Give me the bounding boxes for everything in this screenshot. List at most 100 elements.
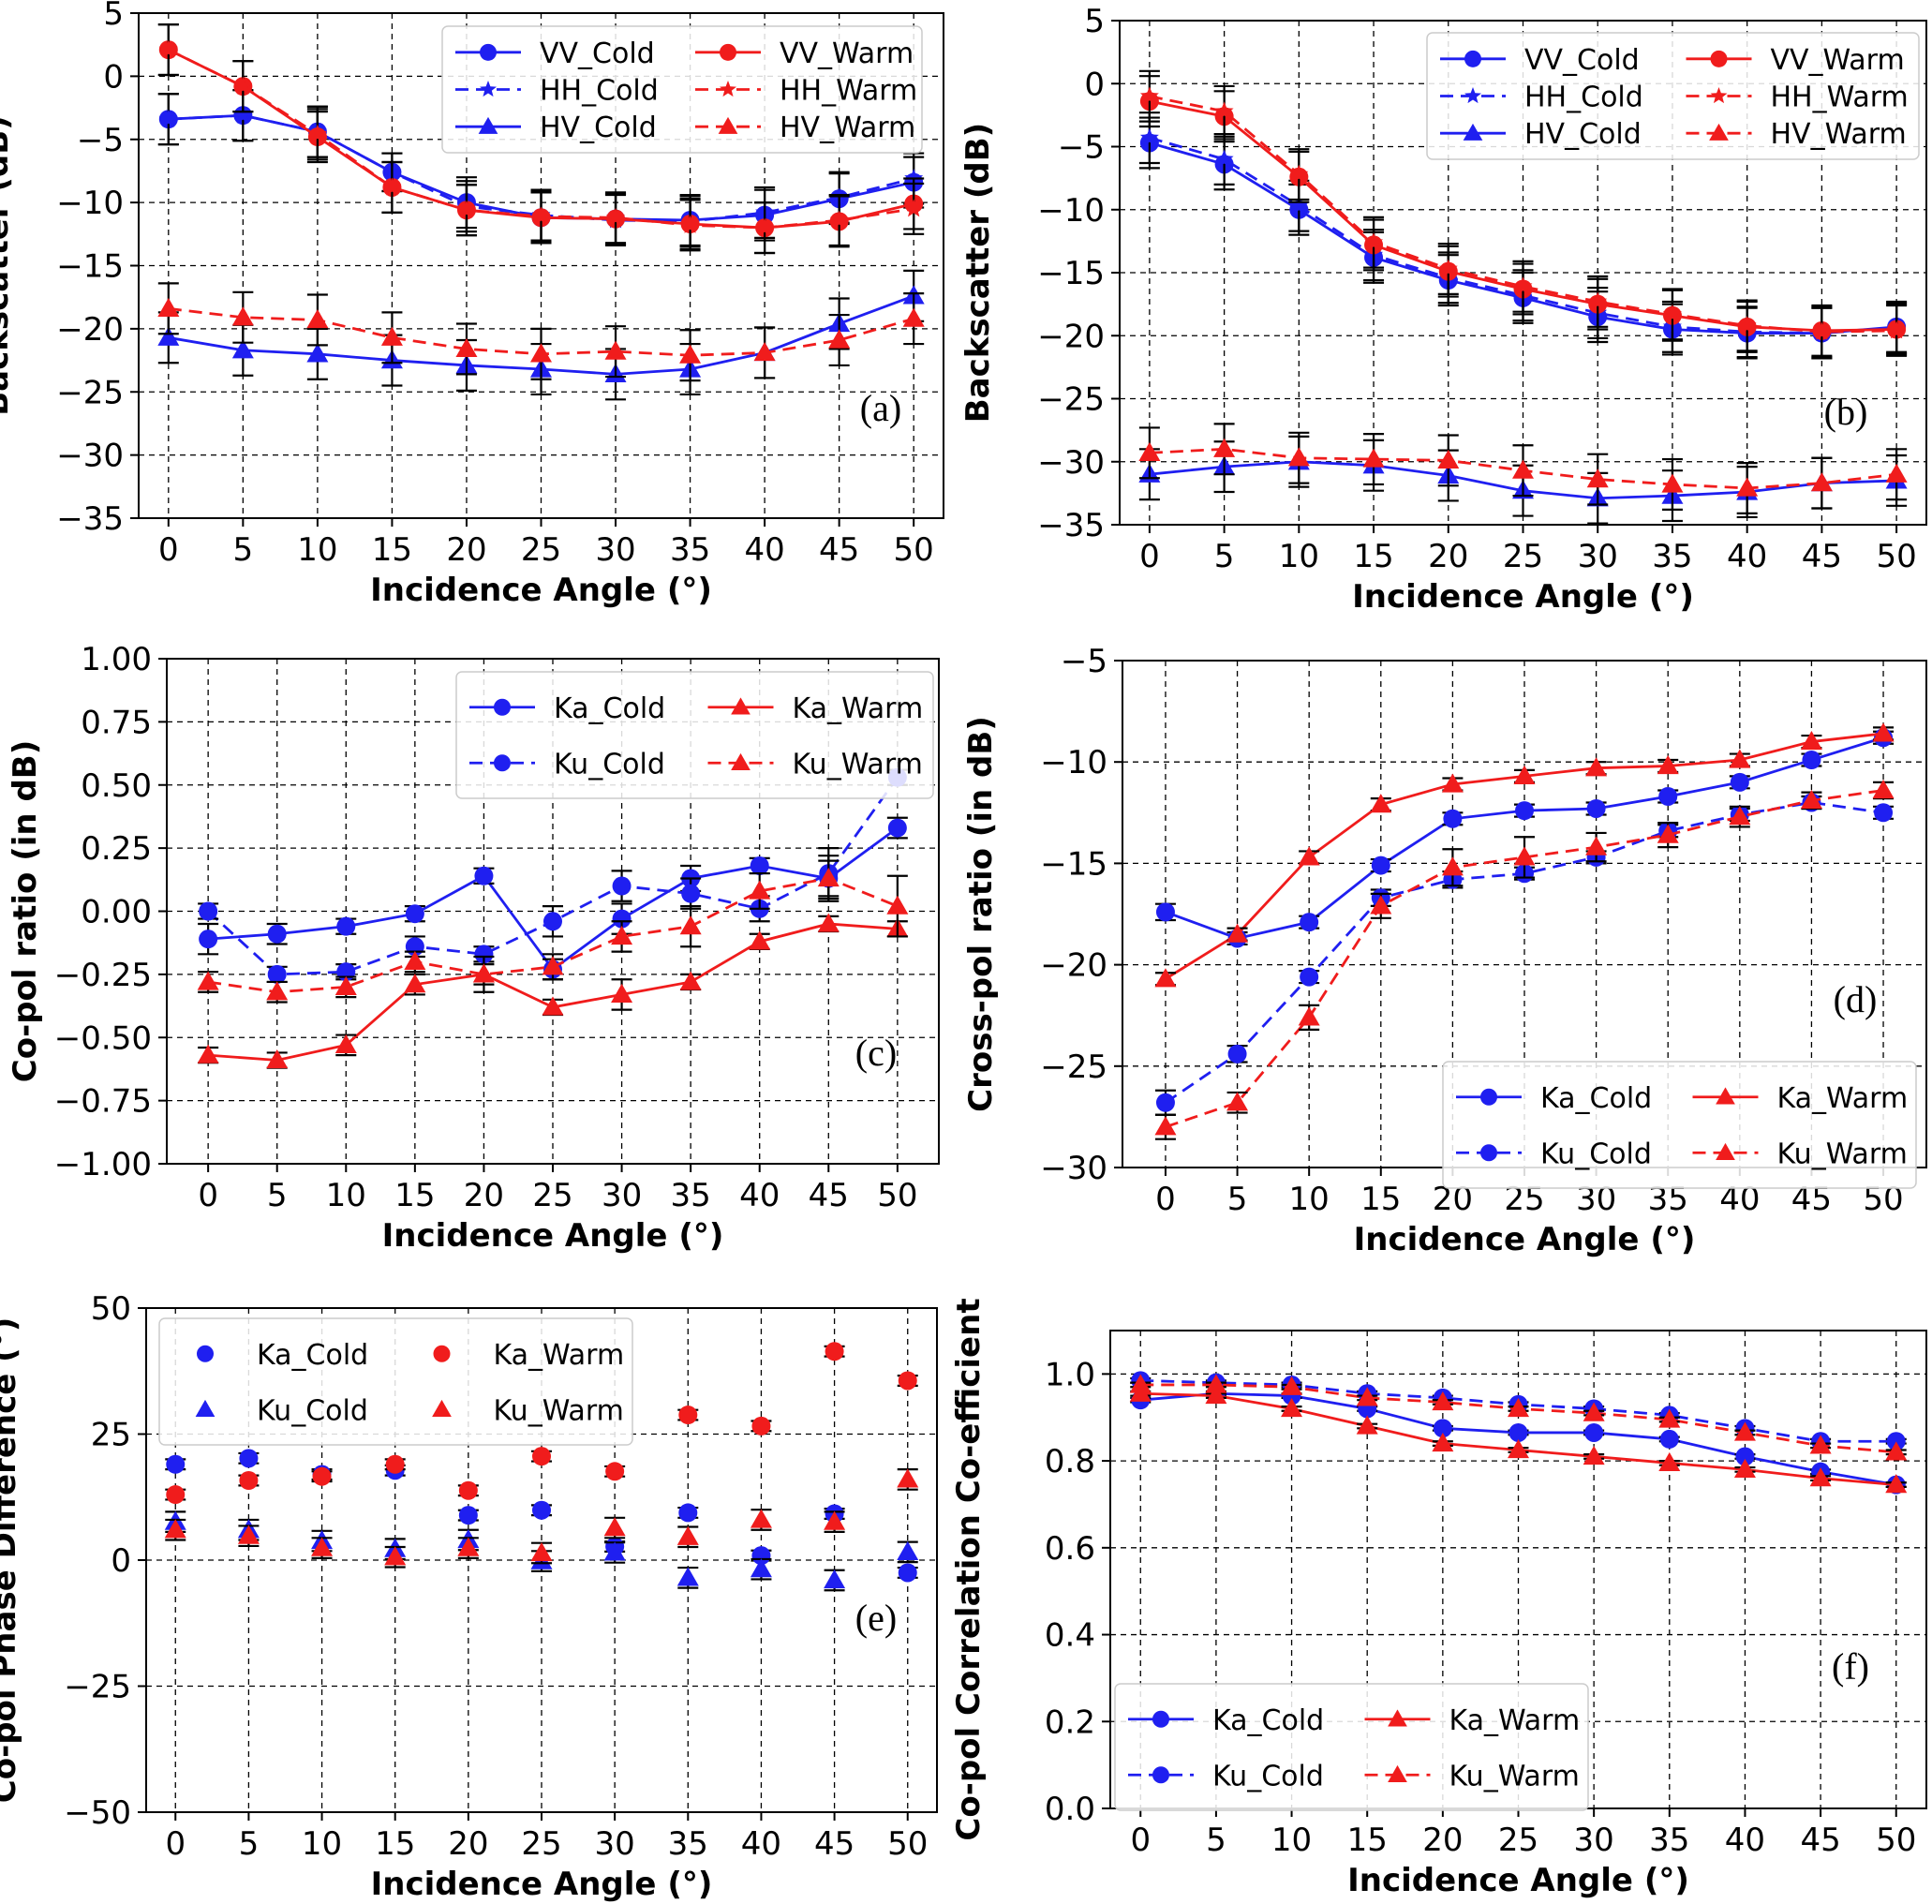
data-point [751, 1416, 771, 1435]
x-tick-label: 25 [521, 531, 561, 569]
x-tick-label: 5 [239, 1825, 260, 1863]
legend-marker [478, 116, 498, 134]
data-point [750, 1509, 772, 1528]
y-tick-label: 0.6 [1045, 1530, 1095, 1568]
data-point [380, 326, 403, 346]
data-point [605, 1462, 625, 1481]
legend-item-Ku_Cold: Ku_Cold [469, 748, 665, 781]
y-tick-label: −0.25 [54, 957, 152, 994]
data-point [164, 1519, 186, 1539]
legend-marker [1152, 1766, 1169, 1784]
legend-label: HV_Warm [1771, 118, 1907, 151]
y-tick-label: 0.4 [1045, 1617, 1095, 1655]
data-point [1205, 1374, 1227, 1393]
data-point [166, 1454, 186, 1474]
legend-marker [1716, 1087, 1735, 1105]
data-point [887, 818, 907, 838]
y-tick-label: 0 [111, 1542, 131, 1580]
y-tick-label: −20 [1040, 947, 1107, 985]
data-point [1356, 1387, 1378, 1406]
chart-panel-b: 0 5 10 15 20 25 30 35 40 45 5050−5−10−15−20−25−30−… [959, 3, 1927, 616]
data-point [472, 963, 495, 983]
legend-marker [480, 43, 497, 61]
legend-item-VV_Warm: VV_Warm [695, 37, 914, 70]
y-tick-label: −5 [1061, 643, 1107, 680]
legend-label: HV_Cold [540, 112, 657, 144]
data-point [825, 1342, 844, 1361]
x-tick-label: 35 [668, 1825, 708, 1863]
legend-label: Ka_Cold [257, 1339, 368, 1372]
x-tick-label: 50 [877, 1177, 917, 1214]
x-axis-label: Incidence Angle (°) [370, 572, 712, 609]
legend-marker [433, 1345, 451, 1362]
legend-marker [1716, 1142, 1735, 1161]
legend: Ka_Cold Ku_Cold Ka_Warm Ku_Warm [455, 671, 934, 799]
legend-label: Ku_Warm [793, 748, 923, 781]
legend-marker [1388, 1709, 1407, 1727]
data-point [1657, 824, 1679, 843]
data-point [457, 1537, 480, 1556]
data-point [530, 1541, 553, 1562]
data-point [1139, 86, 1159, 105]
data-point [233, 105, 253, 124]
data-layer [197, 767, 909, 1069]
x-tick-label: 5 [233, 531, 254, 569]
x-tick-label: 45 [1802, 538, 1842, 575]
y-tick-label: −50 [64, 1794, 131, 1832]
legend-item-Ka_Warm: Ka_Warm [1364, 1704, 1580, 1737]
y-tick-label: −5 [1058, 129, 1105, 167]
x-tick-label: 10 [326, 1177, 366, 1214]
data-point [676, 1525, 699, 1545]
data-point [612, 909, 632, 929]
data-point [1657, 755, 1679, 775]
data-point [474, 866, 494, 885]
series-Ku_Warm [1154, 779, 1895, 1140]
legend-item-Ku_Warm: Ku_Warm [432, 1394, 624, 1427]
y-tick-label: −10 [1037, 192, 1105, 230]
data-point [1300, 913, 1319, 932]
legend-item-VV_Cold: VV_Cold [455, 37, 655, 70]
y-tick-label: 1.0 [1045, 1356, 1095, 1393]
legend-marker [731, 752, 751, 771]
data-point [1736, 477, 1759, 497]
data-point [1289, 164, 1309, 183]
data-point [678, 1503, 698, 1523]
data-point [1872, 722, 1895, 742]
legend-item-Ka_Cold: Ka_Cold [1456, 1082, 1652, 1115]
data-point [1874, 803, 1894, 823]
x-tick-label: 35 [671, 1177, 711, 1214]
legend-item-Ka_Warm: Ka_Warm [707, 692, 923, 725]
y-axis-label: Backscatter (dB) [0, 115, 16, 415]
legend: Ka_Cold Ku_Cold Ka_Warm Ku_Warm [1442, 1061, 1917, 1189]
legend-marker [480, 81, 497, 97]
y-tick-label: −0.50 [54, 1019, 152, 1057]
x-tick-label: 15 [375, 1825, 415, 1863]
legend-item-HV_Warm: HV_Warm [695, 112, 915, 144]
legend-marker [494, 754, 511, 772]
legend-label: VV_Warm [1771, 44, 1905, 77]
x-tick-label: 50 [894, 531, 934, 569]
y-axis-label: Co-pol ratio (in dB) [7, 740, 44, 1082]
data-point [1508, 1397, 1529, 1418]
legend-box [441, 25, 923, 154]
data-point [676, 1567, 699, 1586]
legend-item-HV_Cold: HV_Cold [455, 112, 657, 144]
x-tick-label: 0 [1130, 1822, 1151, 1859]
legend-marker [197, 1345, 214, 1362]
panel-tag: (c) [855, 1032, 897, 1074]
data-point [603, 1517, 626, 1537]
data-point [1733, 1421, 1756, 1441]
data-point [231, 306, 254, 326]
x-tick-label: 25 [1498, 1822, 1538, 1859]
y-tick-label: 0.00 [81, 894, 152, 931]
data-point [1812, 321, 1832, 340]
legend-label: Ku_Warm [1449, 1760, 1580, 1792]
data-point [1586, 798, 1606, 818]
y-tick-label: 0.2 [1045, 1703, 1095, 1741]
data-point [237, 1525, 260, 1544]
data-point [306, 308, 329, 329]
x-tick-label: 45 [819, 531, 859, 569]
x-tick-label: 35 [1649, 1822, 1689, 1859]
data-point [679, 344, 702, 364]
data-point [750, 1558, 772, 1578]
